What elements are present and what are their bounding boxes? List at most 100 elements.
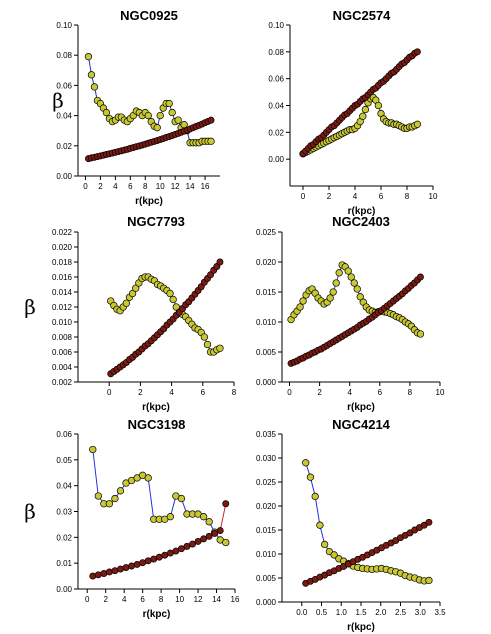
x-tick-label: 6 [379, 192, 384, 201]
y-tick-label: 0.02 [56, 533, 72, 542]
data-point-yellow [87, 71, 96, 79]
chart-title: NGC2574 [333, 8, 392, 23]
x-tick-label: 14 [186, 182, 195, 191]
y-tick-label: 0.015 [256, 526, 277, 535]
y-tick-label: 0.020 [256, 258, 277, 267]
data-point-yellow [347, 273, 355, 281]
y-tick-label: 0.030 [256, 454, 277, 463]
y-tick-label: 0.01 [56, 559, 72, 568]
x-axis-label: r(kpc) [135, 196, 163, 207]
x-axis-label: r(kpc) [142, 402, 170, 413]
data-point-yellow [321, 540, 329, 549]
data-point-yellow [94, 492, 102, 500]
data-point-yellow [144, 111, 152, 120]
chart-title: NGC3198 [128, 417, 186, 432]
data-point-yellow [156, 111, 164, 120]
x-tick-label: 3.5 [434, 608, 446, 617]
data-point-yellow [326, 294, 334, 302]
data-point-yellow [329, 288, 337, 296]
y-tick-label: 0.08 [56, 51, 72, 60]
x-tick-label: 0 [107, 388, 112, 397]
data-point-yellow [199, 513, 208, 521]
data-point-yellow [200, 333, 209, 341]
data-point-yellow [316, 521, 324, 529]
y-tick-label: 0.08 [268, 48, 284, 57]
data-point-yellow [356, 293, 364, 301]
y-tick-label: 0.00 [56, 585, 72, 594]
x-tick-label: 14 [212, 595, 221, 604]
data-point-yellow [335, 269, 343, 277]
x-tick-label: 10 [436, 388, 445, 397]
data-point-yellow [216, 344, 224, 352]
y-tick-label: 0.02 [268, 128, 284, 137]
y-tick-label: 0.002 [52, 378, 73, 387]
data-point-yellow [207, 137, 215, 145]
x-tick-label: 16 [231, 595, 240, 604]
data-point-yellow [311, 492, 319, 501]
data-point-yellow [413, 120, 422, 128]
data-point-yellow [416, 330, 425, 338]
x-tick-label: 4 [353, 192, 358, 201]
y-tick-label: 0.03 [56, 508, 72, 517]
data-point-yellow [169, 295, 177, 304]
data-point-yellow [359, 112, 367, 120]
x-tick-label: 2 [98, 182, 103, 191]
x-axis-label: r(kpc) [347, 402, 375, 413]
data-point-red [216, 258, 224, 266]
y-tick-label: 0.04 [56, 482, 72, 491]
y-tick-label: 0.014 [52, 288, 73, 297]
data-point-red [207, 116, 215, 124]
y-axis-label: β [24, 500, 36, 524]
y-tick-label: 0.10 [56, 21, 72, 30]
data-point-yellow [165, 99, 173, 108]
data-point-red [200, 535, 208, 543]
x-tick-label: 8 [159, 595, 164, 604]
data-point-yellow [168, 108, 176, 117]
y-tick-label: 0.020 [52, 243, 73, 252]
y-axis-label: β [52, 89, 64, 113]
data-point-red [222, 500, 230, 508]
data-point-yellow [128, 289, 137, 298]
data-point-yellow [203, 340, 212, 349]
data-point-yellow [222, 538, 230, 547]
x-tick-label: 2 [327, 192, 332, 201]
y-tick-label: 0.00 [268, 155, 284, 164]
x-axis-label: r(kpc) [348, 206, 376, 217]
x-tick-label: 0.0 [296, 608, 308, 617]
y-tick-label: 0.010 [256, 550, 277, 559]
data-point-yellow [177, 494, 186, 503]
data-point-yellow [122, 299, 131, 307]
y-tick-label: 0.005 [256, 348, 277, 357]
data-point-yellow [296, 303, 304, 311]
data-point-red [189, 540, 196, 548]
x-tick-label: 2 [103, 595, 108, 604]
x-tick-label: 0 [287, 388, 292, 397]
data-point-yellow [116, 487, 125, 495]
y-tick-label: 0.06 [56, 430, 72, 439]
y-tick-label: 0.012 [52, 303, 73, 312]
y-tick-label: 0.02 [56, 142, 72, 151]
data-point-yellow [425, 576, 433, 585]
data-point-red [216, 527, 224, 535]
x-axis-label: r(kpc) [347, 622, 375, 633]
x-tick-label: 6 [201, 388, 206, 397]
series-line-yellow [305, 462, 429, 582]
y-tick-label: 0.000 [256, 598, 277, 607]
data-point-yellow [102, 108, 111, 117]
chart-panel-4: NGC2403 0.000 0.005 0.010 0.015 0.020 0.025 0 2 4… [256, 214, 445, 413]
x-tick-label: 6 [378, 388, 383, 397]
data-point-red [413, 48, 421, 56]
x-tick-label: 4 [169, 388, 174, 397]
data-point-red [211, 530, 219, 537]
y-tick-label: 0.020 [256, 502, 277, 511]
y-tick-label: 0.10 [268, 21, 284, 30]
y-tick-label: 0.06 [56, 81, 72, 90]
y-tick-label: 0.004 [52, 363, 73, 372]
x-tick-label: 10 [429, 192, 438, 201]
x-tick-label: 16 [201, 182, 210, 191]
data-point-yellow [144, 474, 152, 482]
x-tick-label: 2.5 [395, 608, 407, 617]
y-tick-label: 0.04 [268, 102, 284, 111]
x-tick-label: 4 [347, 388, 352, 397]
data-point-yellow [105, 500, 114, 508]
